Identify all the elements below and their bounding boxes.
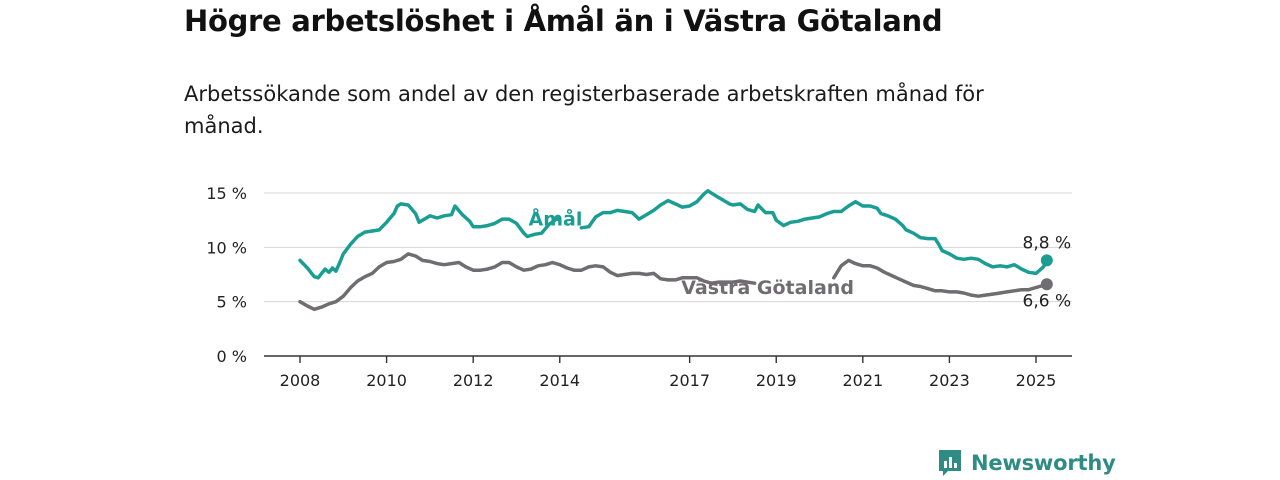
x-tick-label: 2010	[366, 371, 407, 390]
x-axis: 0 % 5 % 10 % 15 % 2008 2010 2012 2014 2017 2019 20…	[206, 184, 1072, 390]
end-point-amal	[1040, 254, 1053, 267]
x-tick-label: 2025	[1016, 371, 1057, 390]
y-tick-label: 0 %	[217, 347, 247, 366]
series-line-vastra-gotaland-segment-0	[298, 252, 757, 312]
series-line-vastra-gotaland-segment-1	[832, 258, 1049, 298]
series-label-vastra-gotaland: Västra Götaland	[681, 277, 854, 299]
newsworthy-logo: Newsworthy	[937, 448, 1116, 478]
series-line-amal-segment-0	[298, 202, 562, 280]
x-tick-label: 2012	[453, 371, 494, 390]
chart-subtitle: Arbetssökande som andel av den registerb…	[184, 82, 984, 138]
end-value-label-vastra-gotaland: 6,6 %	[1023, 291, 1072, 311]
gridlines	[264, 192, 1072, 303]
x-tick-label: 2021	[842, 371, 883, 390]
y-tick-label: 5 %	[217, 293, 247, 312]
x-tick-label: 2008	[280, 371, 321, 390]
x-tick-label: 2017	[669, 371, 710, 390]
series-line-amal-segment-1	[579, 189, 1049, 276]
chart-title: Högre arbetslöshet i Åmål än i Västra Gö…	[184, 4, 943, 38]
y-tick-label: 10 %	[206, 238, 247, 257]
y-tick-label: 15 %	[206, 184, 247, 203]
x-tick-label: 2019	[756, 371, 797, 390]
line-chart: 0 % 5 % 10 % 15 % 2008 2010 2012 2014 2017 2019 20…	[206, 184, 1072, 390]
series-label-amal: Åmål	[529, 207, 583, 231]
series-lines	[298, 189, 1053, 312]
x-tick-label: 2014	[539, 371, 580, 390]
end-point-vastra-gotaland	[1040, 278, 1053, 291]
end-value-label-amal: 8,8 %	[1023, 233, 1072, 253]
brand-name: Newsworthy	[971, 451, 1116, 475]
bar-chart-speech-bubble-icon	[939, 450, 961, 476]
x-tick-label: 2023	[929, 371, 970, 390]
series-labels: 6,6 % 8,8 % Åmål Västra Götaland	[529, 207, 1072, 312]
